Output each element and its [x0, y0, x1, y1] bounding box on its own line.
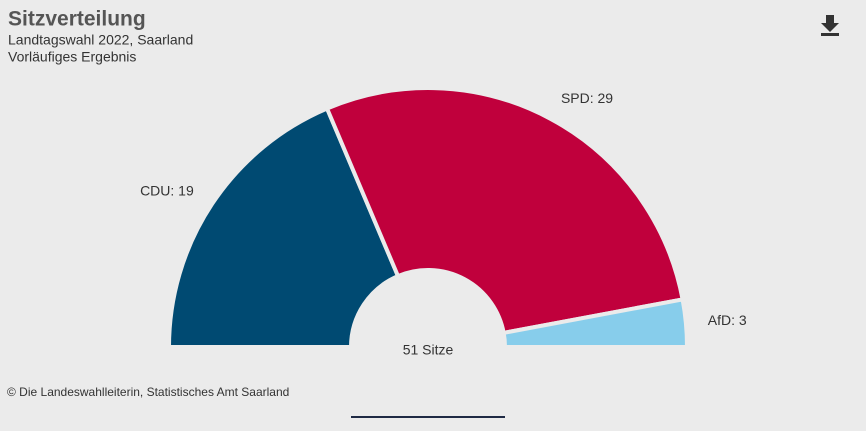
source: © Die Landeswahlleiterin, Statistisches …	[7, 385, 289, 399]
seat-segment	[166, 105, 401, 349]
data-label: CDU: 19	[140, 182, 194, 198]
download-button[interactable]	[821, 15, 839, 36]
data-label: SPD: 29	[561, 90, 613, 106]
download-icon[interactable]	[821, 15, 839, 32]
seat-segment	[501, 297, 690, 349]
data-label: AfD: 3	[708, 312, 747, 328]
chart-title: Sitzverteilung	[8, 8, 146, 31]
subtitle: Landtagswahl 2022, Saarland	[8, 32, 193, 48]
download-bar[interactable]	[821, 33, 839, 36]
seat-segment	[324, 86, 685, 336]
center-label: 51 Sitze	[403, 342, 454, 358]
subtitle: Vorläufiges Ergebnis	[8, 49, 136, 65]
